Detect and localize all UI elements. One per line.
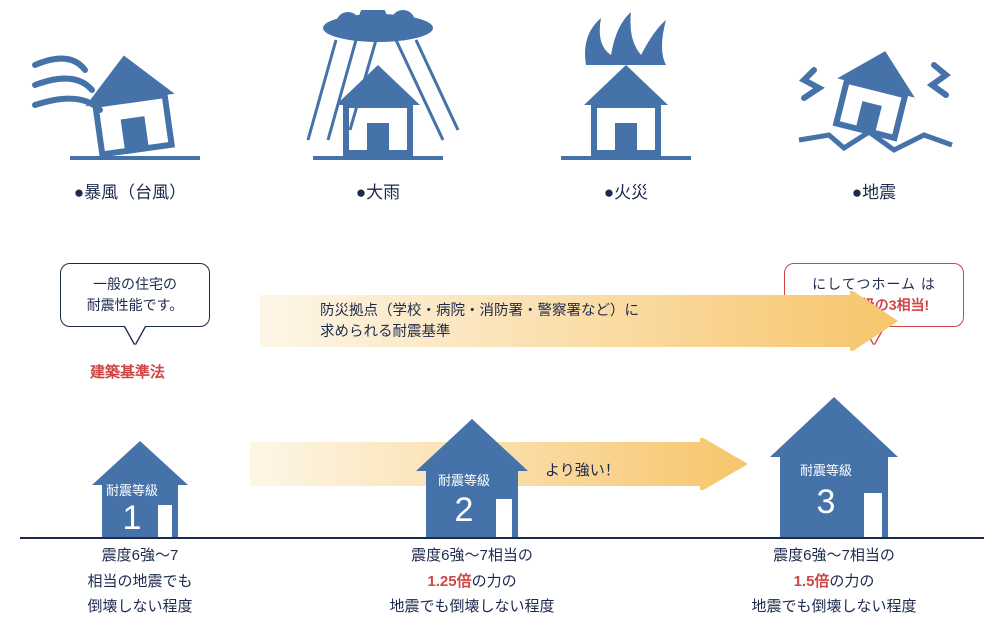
disaster-quake-label: ●地震 <box>852 178 896 203</box>
top-requirement-arrow: 防災拠点（学校・病院・消防署・警察署など）に 求められる耐震基準 <box>260 291 860 351</box>
disaster-rain: ●大雨 <box>278 10 478 203</box>
disaster-rain-label: ●大雨 <box>356 178 400 203</box>
grade-houses-row: 耐震等級 1 耐震等級 2 <box>20 393 984 539</box>
grade-3-desc: 震度6強〜7相当の1.5倍の力の地震でも倒壊しない程度 <box>684 543 984 620</box>
disasters-row: ●暴風（台風） <box>0 0 1004 203</box>
disaster-quake: ●地震 <box>774 10 974 203</box>
fire-house-icon <box>526 10 726 160</box>
grade-3-number: 3 <box>817 483 836 521</box>
callout-left-text: 一般の住宅の 耐震性能です。 <box>87 276 184 313</box>
grade-1-house: 耐震等級 1 <box>20 437 260 537</box>
grade-2-desc: 震度6強〜7相当の1.25倍の力の地震でも倒壊しない程度 <box>322 543 622 620</box>
disaster-wind: ●暴風（台風） <box>30 10 230 203</box>
top-arrow-text: 防災拠点（学校・病院・消防署・警察署など）に 求められる耐震基準 <box>320 301 639 343</box>
wind-house-icon <box>30 10 230 160</box>
grade-1-number: 1 <box>123 499 142 537</box>
grade-1-desc: 震度6強〜7相当の地震でも倒壊しない程度 <box>20 543 260 620</box>
grade-1-badge-label: 耐震等級 <box>106 483 158 498</box>
quake-house-icon <box>774 10 974 160</box>
disaster-wind-label: ●暴風（台風） <box>74 178 186 203</box>
grade-2-badge-label: 耐震等級 <box>438 473 490 488</box>
seismic-grades-section: 一般の住宅の 耐震性能です。 建築基準法 にしてつホーム は 最高等級の3相当!… <box>0 263 1004 643</box>
disaster-fire-label: ●火災 <box>604 178 648 203</box>
grade-2-number: 2 <box>455 491 474 529</box>
callout-general-house: 一般の住宅の 耐震性能です。 <box>60 263 210 327</box>
disaster-fire: ●火災 <box>526 10 726 203</box>
grade-3-house: 耐震等級 3 <box>684 393 984 537</box>
building-code-label: 建築基準法 <box>90 361 165 382</box>
grade-descriptions-row: 震度6強〜7相当の地震でも倒壊しない程度 震度6強〜7相当の1.25倍の力の地震… <box>20 543 984 620</box>
rain-house-icon <box>278 10 478 160</box>
stronger-label: より強い！ <box>545 459 620 480</box>
grade-3-badge-label: 耐震等級 <box>800 463 852 478</box>
